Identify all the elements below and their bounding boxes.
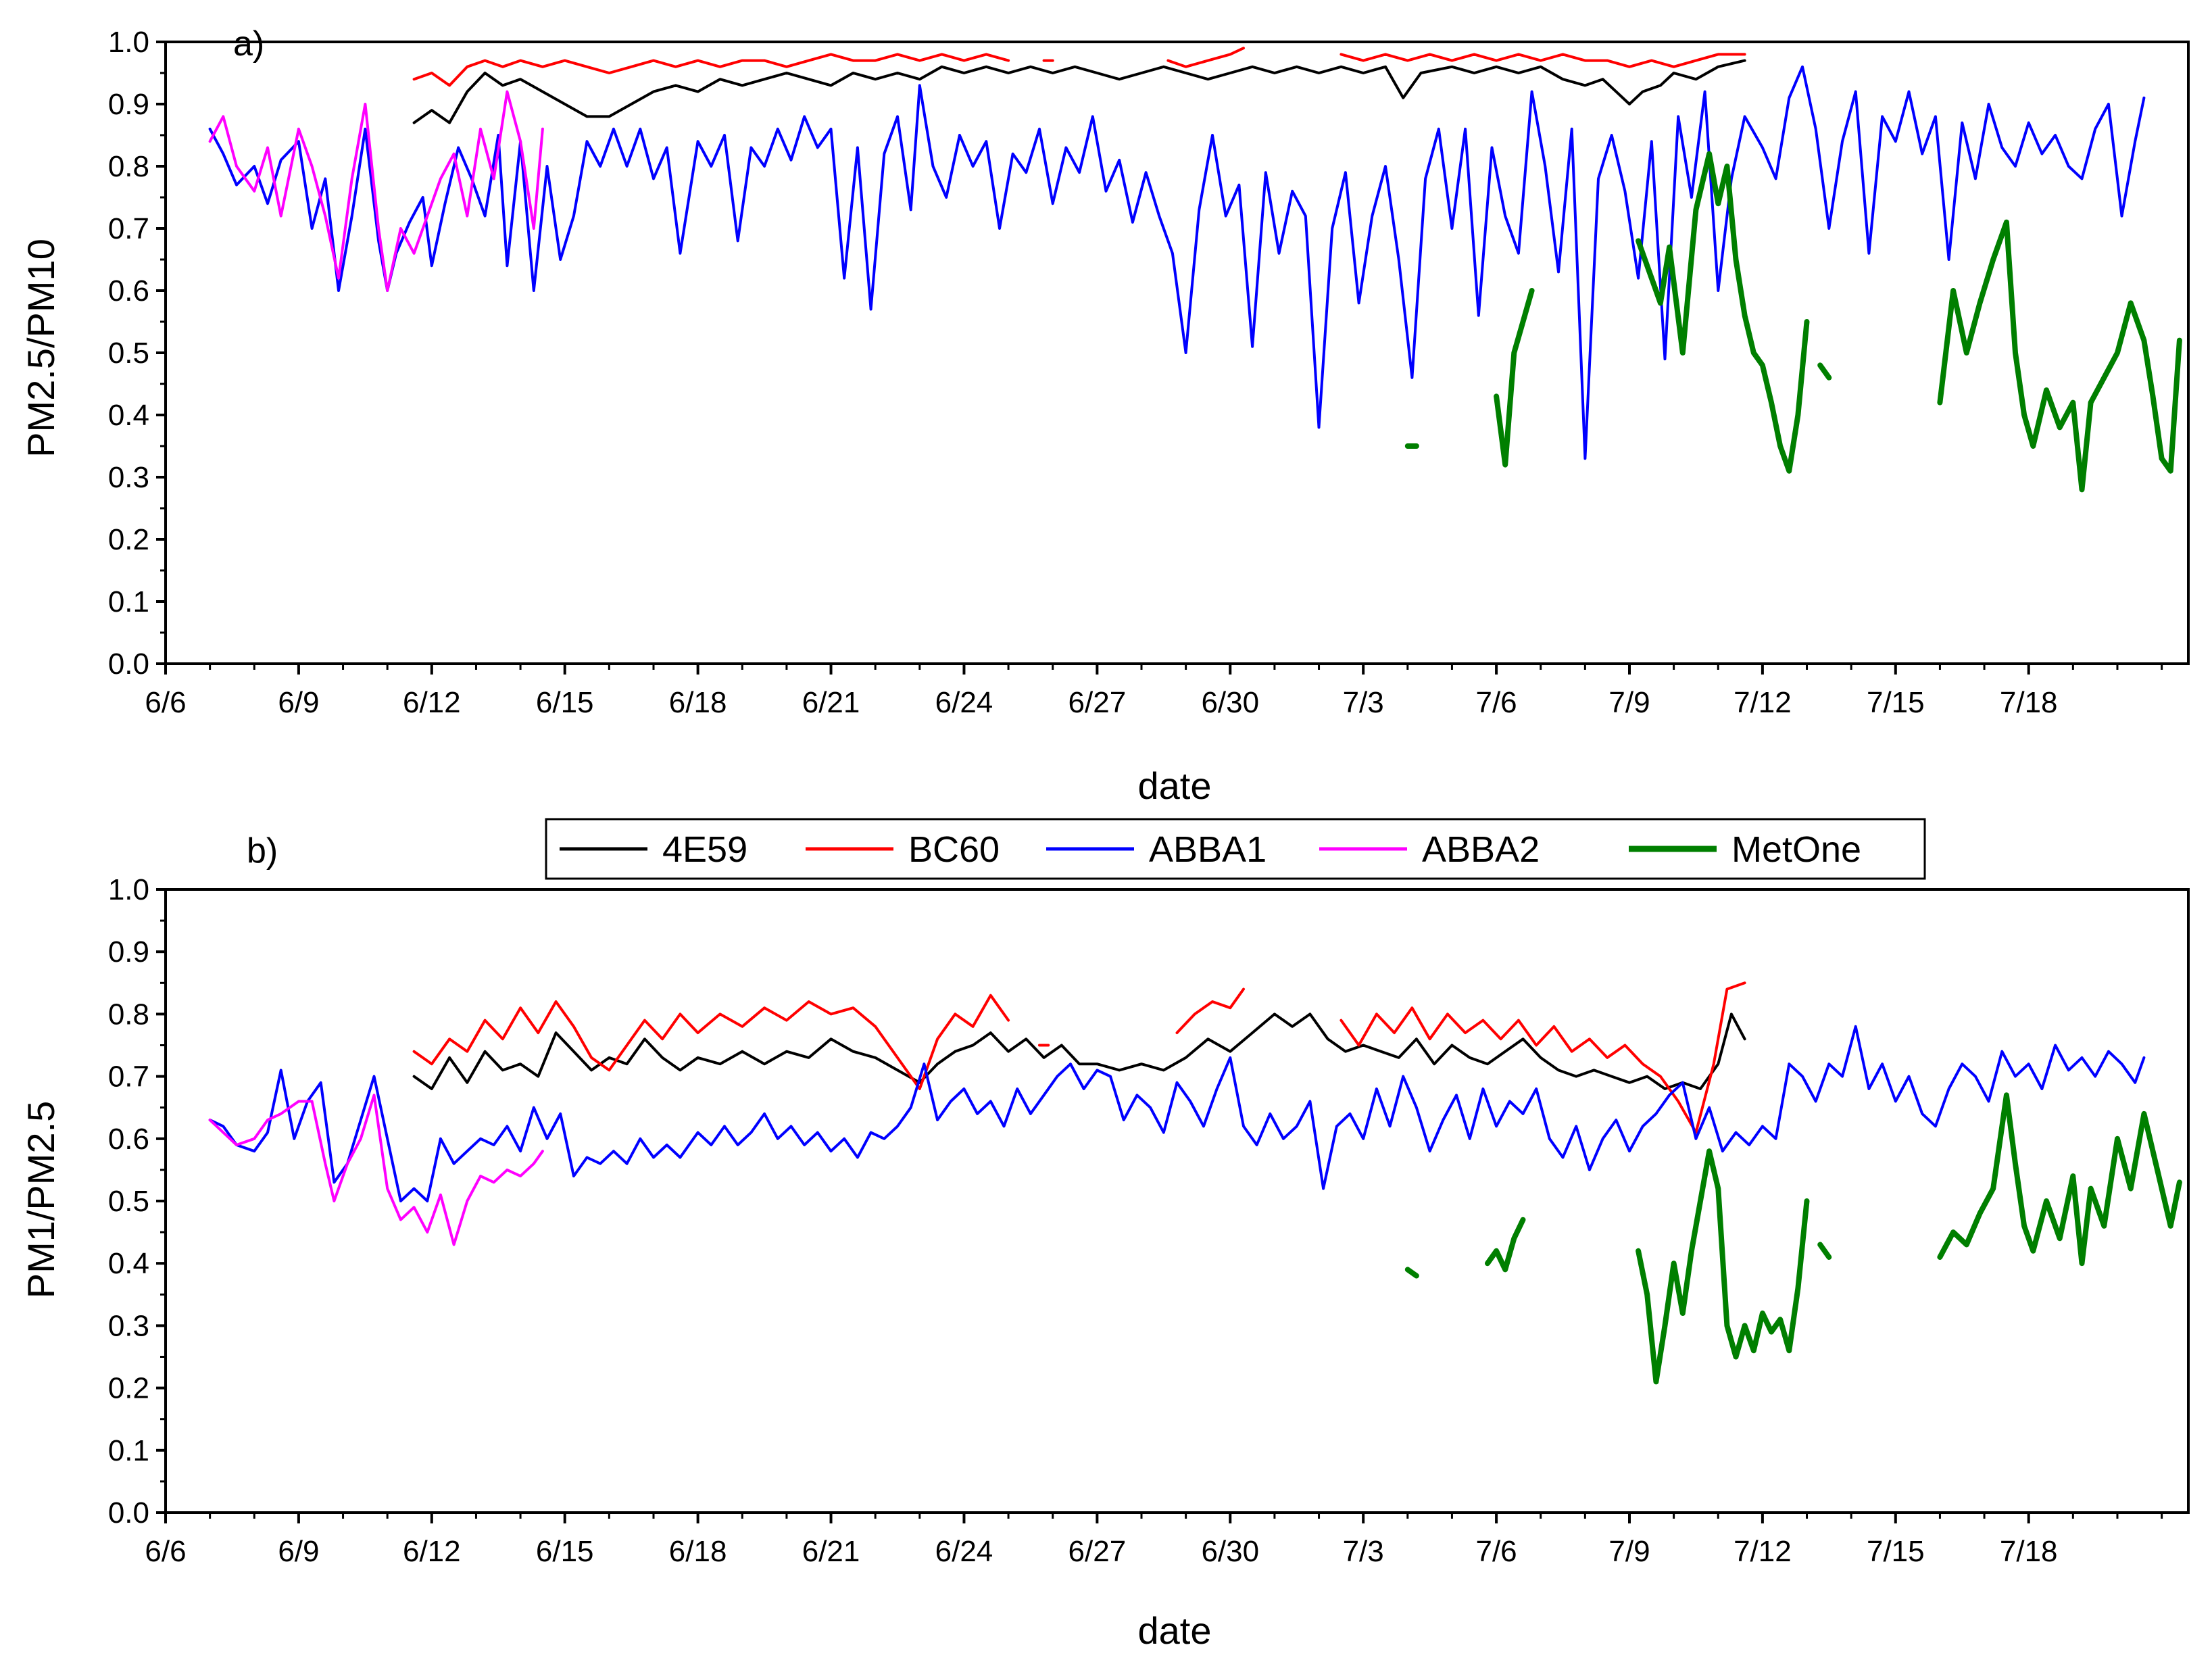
panel-a-x-tick-label: 6/24 <box>935 686 993 719</box>
panel-a-x-tick-label: 7/9 <box>1608 686 1650 719</box>
panel-b-x-tick-label: 6/30 <box>1201 1535 1259 1568</box>
panel-a-x-axis-title: date <box>1138 764 1212 807</box>
panel-a-y-tick-label: 0.4 <box>108 399 149 432</box>
panel-b-x-tick-label: 7/9 <box>1608 1535 1650 1568</box>
panel-a-series-bc60-segment-0 <box>412 53 1010 87</box>
panel-a-y-tick-label: 0.6 <box>108 274 149 308</box>
legend-label-abba1: ABBA1 <box>1149 829 1267 870</box>
panel-b-y-tick-label: 1.0 <box>108 873 149 906</box>
panel-a-x-tick-label: 7/6 <box>1475 686 1517 719</box>
panel-b-y-tick-label: 0.8 <box>108 998 149 1031</box>
panel-a-y-tick-label: 0.0 <box>108 647 149 681</box>
panel-a-x-tick-label: 6/9 <box>278 686 319 719</box>
legend-entry-metone: MetOne <box>1629 829 1861 870</box>
legend-label-4e59: 4E59 <box>662 829 747 870</box>
panel-a-series-abba2-segment-0 <box>208 90 544 292</box>
panel-a-x-tick-label: 7/3 <box>1343 686 1384 719</box>
panel-a-y-tick-label: 0.9 <box>108 88 149 121</box>
panel-a-y-tick-label: 0.3 <box>108 461 149 494</box>
panel-b-x-tick-label: 7/3 <box>1343 1535 1384 1568</box>
panel-b-series-abba1-segment-0 <box>208 1025 2146 1202</box>
panel-a-label: a) <box>233 24 264 64</box>
panel-b-x-tick-label: 6/18 <box>669 1535 727 1568</box>
panel-b-series-metone-segment-3 <box>1817 1242 1832 1260</box>
panel-a-series-metone-segment-3 <box>1817 362 1832 381</box>
panel-b-y-axis: 0.0 0.1 0.2 0.3 0.4 0.5 0.6 0.7 0.8 0.9 1.0 <box>108 873 166 1530</box>
panel-b-x-axis-title: date <box>1138 1609 1212 1652</box>
panel-b-series-bc60-segment-2 <box>1175 987 1245 1035</box>
legend-entry-abba1: ABBA1 <box>1046 829 1267 870</box>
panel-a-y-tick-label: 0.8 <box>108 150 149 183</box>
panel-b-x-tick-label: 6/9 <box>278 1535 319 1568</box>
panel-a-y-axis-title: PM2.5/PM10 <box>20 239 62 458</box>
panel-a-series-metone-segment-2 <box>1636 151 1810 474</box>
panel-b-label: b) <box>247 831 278 871</box>
panel-b-x-tick-label: 6/24 <box>935 1535 993 1568</box>
panel-b-x-tick-label: 6/12 <box>403 1535 461 1568</box>
panel-a-x-tick-label: 7/12 <box>1734 686 1792 719</box>
panel-b-series-metone-segment-0 <box>1404 1267 1419 1279</box>
panel-b-x-tick-label: 7/15 <box>1867 1535 1925 1568</box>
panel-a-series-4e59-segment-0 <box>412 59 1746 124</box>
panel-a-series-bc60-segment-3 <box>1340 53 1746 68</box>
panel-b-y-tick-label: 0.9 <box>108 935 149 969</box>
panel-b-series-metone-segment-1 <box>1485 1217 1526 1273</box>
panel-b-x-tick-label: 6/15 <box>536 1535 594 1568</box>
panel-b-x-tick-label: 7/18 <box>2000 1535 2058 1568</box>
panel-a-y-tick-label: 0.2 <box>108 523 149 556</box>
panel-a-x-tick-label: 7/15 <box>1867 686 1925 719</box>
panel-a-x-tick-label: 6/6 <box>145 686 186 719</box>
panel-b-x-tick-label: 7/12 <box>1734 1535 1792 1568</box>
panel-b-series-bc60-segment-0 <box>412 994 1010 1090</box>
panel-b-y-tick-label: 0.1 <box>108 1434 149 1467</box>
panel-a-series-metone-segment-1 <box>1494 288 1535 468</box>
panel-a-x-tick-label: 7/18 <box>2000 686 2058 719</box>
panel-a-y-tick-label: 0.5 <box>108 337 149 370</box>
panel-b-series-bc60-segment-3 <box>1340 981 1746 1134</box>
legend-label-metone: MetOne <box>1731 829 1861 870</box>
legend-label-bc60: BC60 <box>908 829 1000 870</box>
panel-b-y-tick-label: 0.0 <box>108 1496 149 1530</box>
panel-a-series-metone-segment-4 <box>1937 219 2182 493</box>
panel-a-y-tick-label: 0.1 <box>108 585 149 618</box>
panel-b-y-tick-label: 0.5 <box>108 1185 149 1218</box>
legend-label-abba2: ABBA2 <box>1422 829 1540 870</box>
panel-a-x-tick-label: 6/27 <box>1068 686 1127 719</box>
legend-entry-abba2: ABBA2 <box>1319 829 1540 870</box>
panel-a-series-abba1-segment-0 <box>208 65 2146 460</box>
panel-a-y-tick-label: 0.7 <box>108 212 149 245</box>
panel-b-series-abba2-segment-0 <box>208 1094 544 1246</box>
panel-b-y-tick-label: 0.3 <box>108 1309 149 1342</box>
panel-b-series <box>208 981 2182 1385</box>
panel-b-y-tick-label: 0.4 <box>108 1247 149 1280</box>
legend-entry-4e59: 4E59 <box>560 829 747 870</box>
panel-a-y-tick-label: 1.0 <box>108 26 149 59</box>
panel-a-x-axis: 6/6 6/9 6/12 6/15 6/18 6/21 6/24 6/27 6/30 7/3 7/6… <box>145 664 2163 719</box>
panel-b-series-metone-segment-2 <box>1636 1148 1810 1385</box>
panel-b-y-tick-label: 0.2 <box>108 1372 149 1405</box>
panel-b-x-tick-label: 6/21 <box>802 1535 860 1568</box>
panel-b-series-metone-segment-4 <box>1937 1092 2182 1267</box>
panel-b-y-tick-label: 0.6 <box>108 1123 149 1156</box>
panel-b-y-axis-title: PM1/PM2.5 <box>20 1101 62 1299</box>
panel-a-y-axis: 0.0 0.1 0.2 0.3 0.4 0.5 0.6 0.7 0.8 0.9 1.0 <box>108 26 166 681</box>
panel-b-x-tick-label: 7/6 <box>1475 1535 1517 1568</box>
panel-a-x-tick-label: 6/12 <box>403 686 461 719</box>
panel-a-x-tick-label: 6/21 <box>802 686 860 719</box>
panel-b: 0.0 0.1 0.2 0.3 0.4 0.5 0.6 0.7 0.8 0.9 1.0 6/6 6/9… <box>20 831 2190 1652</box>
panel-a-x-tick-label: 6/18 <box>669 686 727 719</box>
panel-b-y-tick-label: 0.7 <box>108 1060 149 1094</box>
legend: 4E59 BC60 ABBA1 ABBA2 MetOne <box>545 818 1926 880</box>
panel-b-x-tick-label: 6/27 <box>1068 1535 1127 1568</box>
panel-a: 0.0 0.1 0.2 0.3 0.4 0.5 0.6 0.7 0.8 0.9 1.0 6/6 6/9… <box>20 24 2190 807</box>
panel-a-series <box>208 47 2182 493</box>
panel-a-series-bc60-segment-2 <box>1166 47 1245 68</box>
panel-b-x-tick-label: 6/6 <box>145 1535 186 1568</box>
panel-b-series-4e59-segment-0 <box>412 1012 1746 1090</box>
panel-b-x-axis: 6/6 6/9 6/12 6/15 6/18 6/21 6/24 6/27 6/30 7/3 7/6… <box>145 1513 2163 1568</box>
panel-a-x-tick-label: 6/30 <box>1201 686 1259 719</box>
panel-a-x-tick-label: 6/15 <box>536 686 594 719</box>
legend-entry-bc60: BC60 <box>806 829 1000 870</box>
